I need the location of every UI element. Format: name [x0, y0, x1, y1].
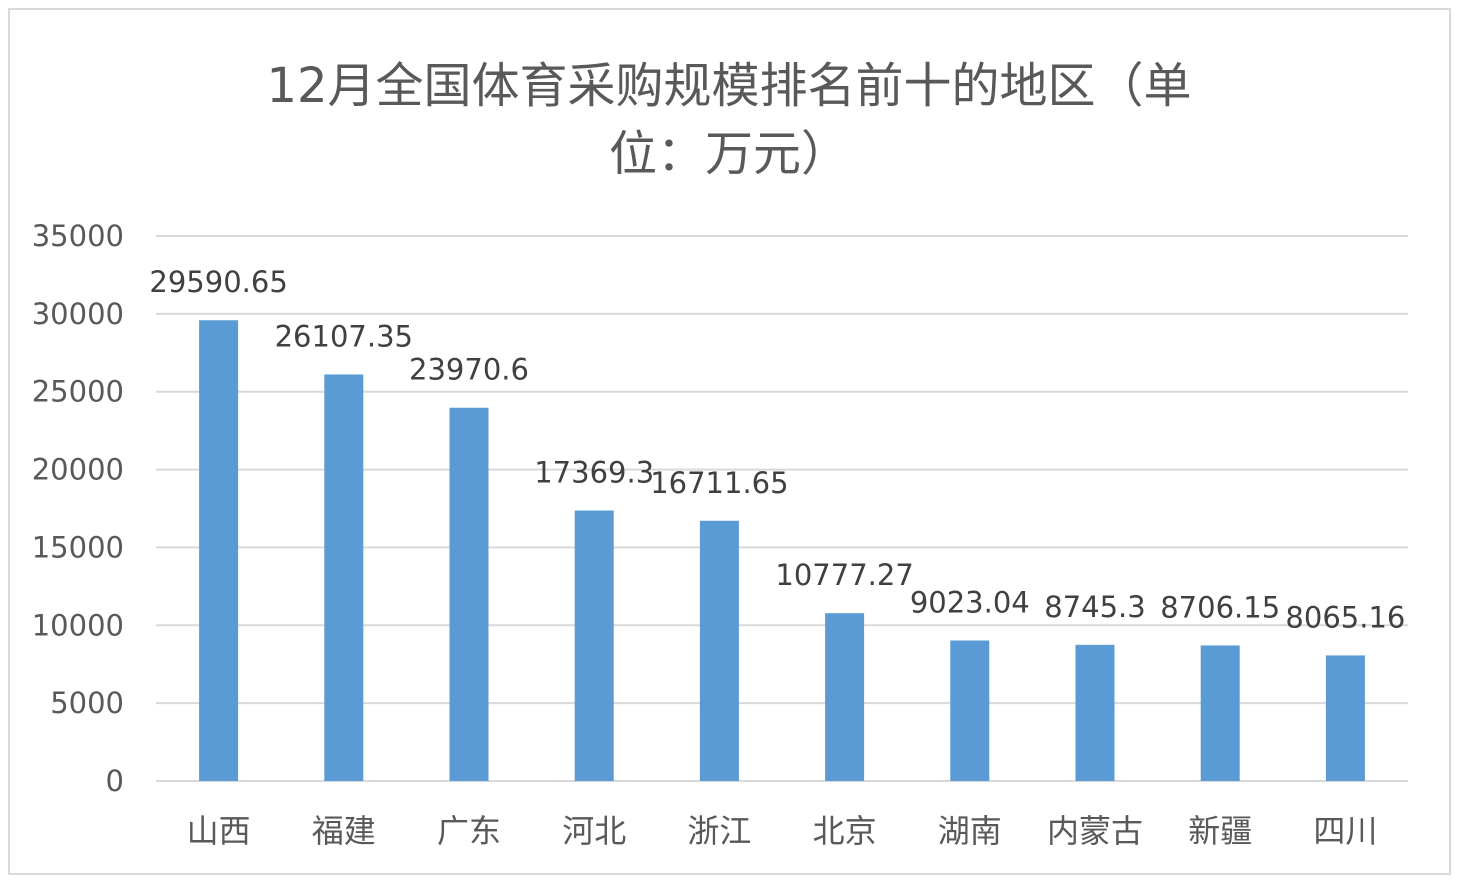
x-axis-categories: 山西 福建 广东 河北 浙江 北京 湖南 内蒙古 新疆 四川 — [187, 812, 1378, 850]
bars — [199, 320, 1365, 781]
y-tick-label: 10000 — [32, 608, 124, 642]
data-label: 9023.04 — [910, 585, 1030, 619]
data-label: 8065.16 — [1285, 600, 1405, 634]
bar — [199, 320, 239, 781]
category-label: 湖南 — [938, 812, 1002, 850]
category-label: 河北 — [562, 812, 626, 850]
category-label: 新疆 — [1188, 812, 1252, 850]
data-label: 16711.65 — [650, 466, 788, 500]
bar — [1200, 645, 1240, 781]
bar — [1325, 655, 1365, 781]
y-tick-label: 5000 — [50, 686, 124, 720]
category-label: 福建 — [312, 812, 376, 850]
gridlines — [156, 235, 1408, 782]
bar — [449, 407, 489, 781]
category-label: 浙江 — [687, 812, 751, 850]
chart-frame: 12月全国体育采购规模排名前十的地区（单 位：万元） 0 5000 10000 150… — [8, 8, 1451, 875]
bar — [699, 520, 739, 781]
data-label: 8745.3 — [1044, 590, 1145, 624]
data-label: 26107.35 — [275, 319, 413, 353]
bar — [574, 510, 614, 781]
category-label: 北京 — [813, 812, 877, 850]
data-label: 23970.6 — [409, 353, 529, 387]
y-tick-label: 20000 — [32, 453, 124, 487]
bar — [1075, 644, 1115, 781]
bar — [950, 640, 990, 781]
category-label: 内蒙古 — [1047, 812, 1143, 850]
data-label: 8706.15 — [1160, 590, 1280, 624]
bar — [825, 613, 865, 781]
y-tick-label: 15000 — [32, 530, 124, 564]
y-tick-label: 30000 — [32, 297, 124, 331]
category-label: 广东 — [437, 812, 501, 850]
category-label: 山西 — [187, 812, 251, 850]
data-label: 17369.3 — [534, 456, 654, 490]
y-tick-label: 0 — [106, 764, 124, 798]
data-label: 10777.27 — [775, 558, 913, 592]
y-tick-label: 35000 — [32, 219, 124, 253]
y-axis-ticks: 0 5000 10000 15000 20000 25000 30000 35000 — [32, 219, 124, 798]
data-label: 29590.65 — [149, 265, 287, 299]
chart-title-line-1: 12月全国体育采购规模排名前十的地区（单 — [266, 58, 1191, 114]
category-label: 四川 — [1313, 812, 1377, 850]
bar — [324, 374, 364, 781]
chart-title-line-2: 位：万元） — [609, 126, 849, 182]
y-tick-label: 25000 — [32, 375, 124, 409]
bar-chart: 12月全国体育采购规模排名前十的地区（单 位：万元） 0 5000 10000 150… — [32, 58, 1408, 850]
